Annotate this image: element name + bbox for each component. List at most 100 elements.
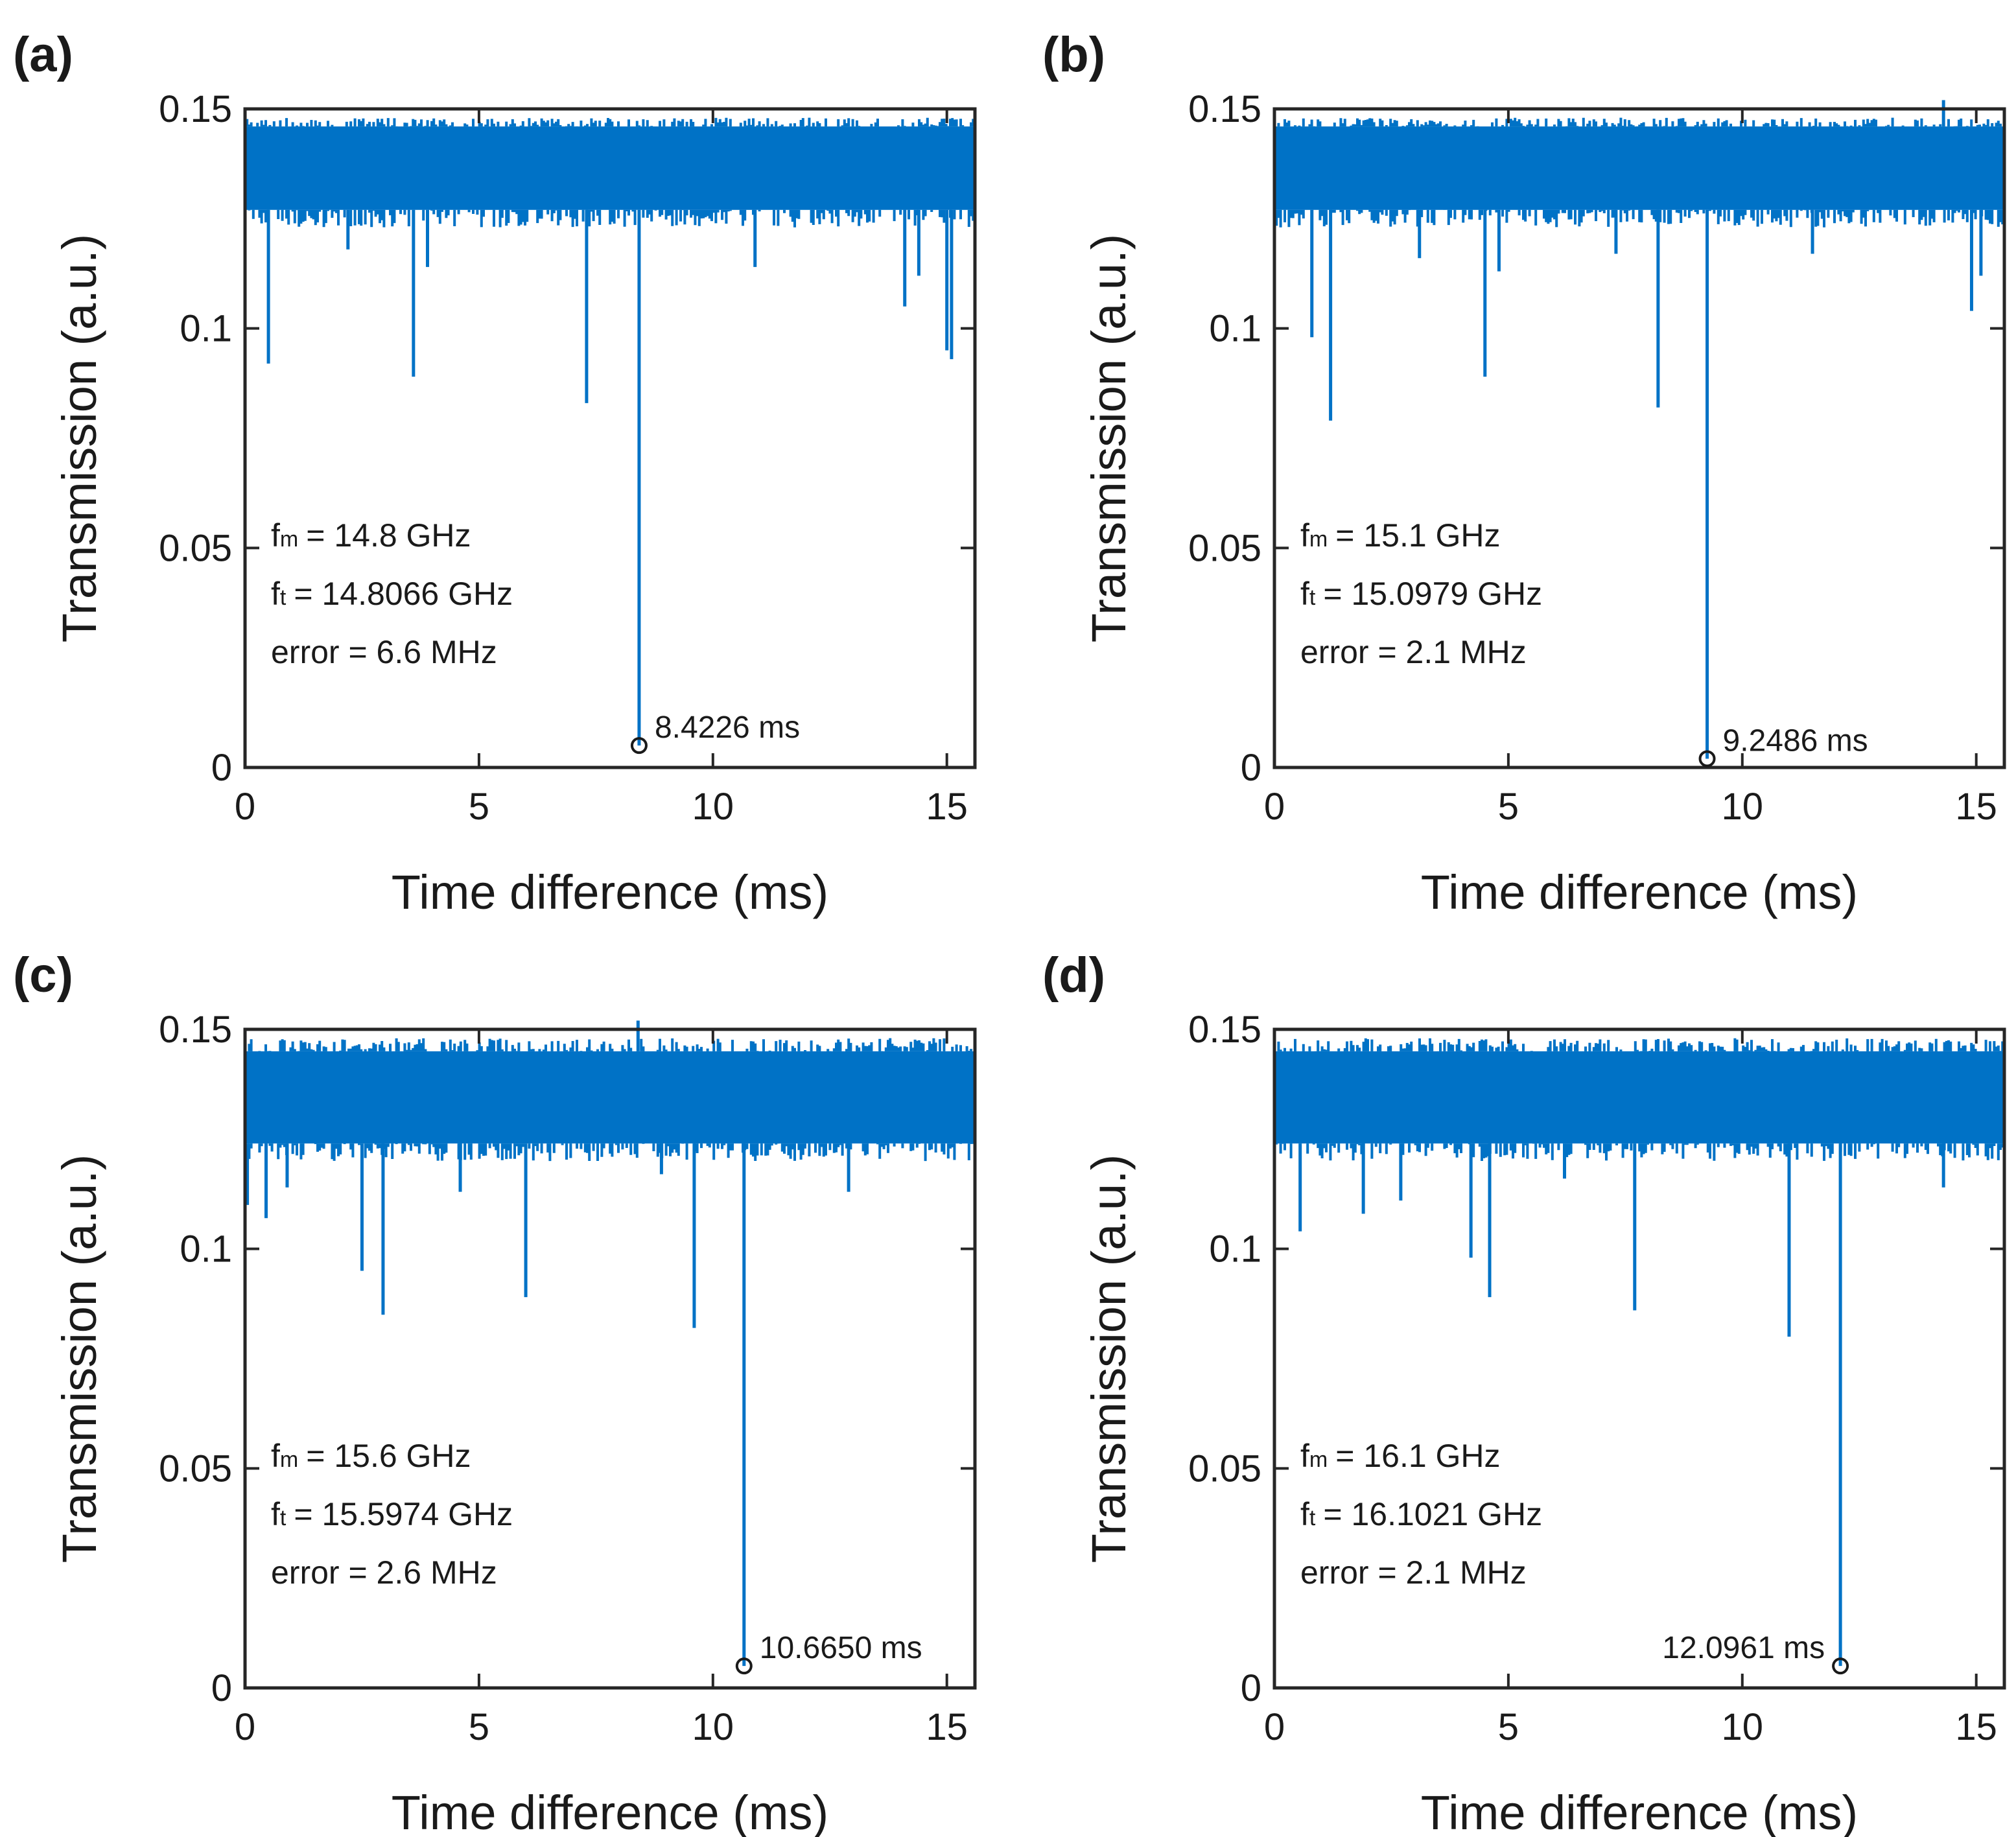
annotation-error: error = 2.1 MHz [1300,634,1527,670]
x-axis-label: Time difference (ms) [392,1786,828,1837]
axes-box [243,107,977,769]
minimum-label: 12.0961 ms [1662,1631,1825,1665]
x-tick-label: 15 [1955,1706,1997,1748]
chart-panel-c: (c) 0 5 10 15 0 0.05 0.1 0.15 Time difference (ms… [13,948,977,1837]
minimum-marker [1698,750,1716,767]
fm-value: = 15.6 GHz [306,1438,471,1474]
annotation-error: error = 6.6 MHz [271,634,497,670]
y-tick-label: 0.05 [1188,527,1261,569]
x-tick-label: 10 [1722,1706,1764,1748]
data-trace [245,117,975,746]
y-tick-label: 0 [1241,747,1261,789]
noise-band [245,1051,975,1144]
axes-box [1272,1027,2006,1690]
x-axis-label: Time difference (ms) [1421,865,1858,919]
axes-box [243,1027,977,1690]
y-tick-label: 0 [211,1667,232,1709]
x-tick-label: 15 [926,786,968,828]
x-tick-label: 10 [692,1706,734,1748]
ft-value: = 15.0979 GHz [1323,576,1542,612]
y-tick-label: 0.1 [180,1228,232,1270]
y-tick-label: 0.15 [1188,1009,1261,1051]
minimum-marker [735,1657,753,1675]
y-tick-label: 0.05 [159,1447,232,1490]
x-tick-label: 0 [1264,1706,1285,1748]
x-tick-label: 5 [1498,786,1519,828]
data-trace [1274,100,2004,759]
ft-value: = 16.1021 GHz [1323,1496,1542,1532]
y-tick-label: 0.05 [159,527,232,569]
annotation-fm: fm = 14.8 GHz [271,517,471,554]
axes-box [1272,107,2006,769]
x-tick-label: 10 [692,786,734,828]
y-tick-label: 0.1 [180,308,232,350]
y-tick-label: 0 [211,747,232,789]
noise-band [245,126,975,210]
fm-value: = 16.1 GHz [1335,1438,1500,1474]
fm-subscript: m [280,527,298,552]
noise-band [1274,126,2004,210]
noise-spikes [245,117,975,228]
ft-value: = 14.8066 GHz [294,576,513,612]
y-axis-label: Transmission (a.u.) [53,234,106,643]
noise-spikes [1274,1038,2004,1161]
noise-band [1274,1051,2004,1144]
x-tick-label: 0 [1264,786,1285,828]
y-tick-label: 0 [1241,1667,1261,1709]
fm-value: = 15.1 GHz [1335,517,1500,554]
minimum-label: 8.4226 ms [655,710,800,745]
x-tick-label: 5 [1498,1706,1519,1748]
ft-subscript: t [1309,585,1316,610]
chart-panel-a: (a) 0 5 10 15 0 0.05 0.1 0.15 Time difference (ms… [13,27,977,919]
y-tick-label: 0.15 [1188,88,1261,130]
y-axis-label: Transmission (a.u.) [53,1154,106,1563]
fm-subscript: m [280,1447,298,1472]
minimum-label: 10.6650 ms [760,1631,922,1665]
fm-subscript: m [1309,527,1328,552]
annotation-fm: fm = 15.1 GHz [1300,517,1501,554]
y-tick-label: 0.1 [1209,1228,1261,1270]
y-axis-label: Transmission (a.u.) [1082,1154,1136,1563]
panel-label: (a) [13,27,73,82]
ft-subscript: t [280,585,287,610]
y-tick-label: 0.05 [1188,1447,1261,1490]
panel-label: (b) [1042,27,1105,82]
x-tick-label: 0 [235,1706,255,1748]
x-axis-label: Time difference (ms) [392,865,828,919]
annotation-ft: ft = 16.1021 GHz [1300,1496,1542,1532]
fm-subscript: m [1309,1447,1328,1472]
x-axis-label: Time difference (ms) [1421,1786,1858,1837]
annotation-error: error = 2.6 MHz [271,1554,497,1591]
noise-spikes [1274,117,2004,228]
y-tick-label: 0.1 [1209,308,1261,350]
annotation-fm: fm = 15.6 GHz [271,1438,471,1474]
y-tick-label: 0.15 [159,88,232,130]
minimum-marker [630,737,648,755]
x-tick-label: 15 [926,1706,968,1748]
x-tick-label: 5 [469,786,489,828]
ft-subscript: t [280,1506,287,1530]
minimum-label: 9.2486 ms [1723,723,1868,758]
ft-value: = 15.5974 GHz [294,1496,513,1532]
x-tick-label: 0 [235,786,255,828]
x-tick-label: 5 [469,1706,489,1748]
minimum-marker [1832,1657,1849,1675]
annotation-ft: ft = 15.5974 GHz [271,1496,513,1532]
data-trace [245,1020,975,1667]
x-tick-label: 10 [1722,786,1764,828]
fm-value: = 14.8 GHz [306,517,471,554]
chart-panel-d: (d) 0 5 10 15 0 0.05 0.1 0.15 Time difference (ms… [1042,948,2006,1837]
y-tick-label: 0.15 [159,1009,232,1051]
x-tick-label: 15 [1955,786,1997,828]
panel-label: (d) [1042,948,1105,1003]
panel-label: (c) [13,948,73,1003]
annotation-ft: ft = 15.0979 GHz [1300,576,1542,612]
annotation-error: error = 2.1 MHz [1300,1554,1527,1591]
ft-subscript: t [1309,1506,1316,1530]
data-trace [1274,1038,2004,1667]
chart-panel-b: (b) 0 5 10 15 0 0.05 0.1 0.15 Time difference (ms… [1042,27,2006,919]
annotation-fm: fm = 16.1 GHz [1300,1438,1501,1474]
y-axis-label: Transmission (a.u.) [1082,234,1136,643]
annotation-ft: ft = 14.8066 GHz [271,576,513,612]
